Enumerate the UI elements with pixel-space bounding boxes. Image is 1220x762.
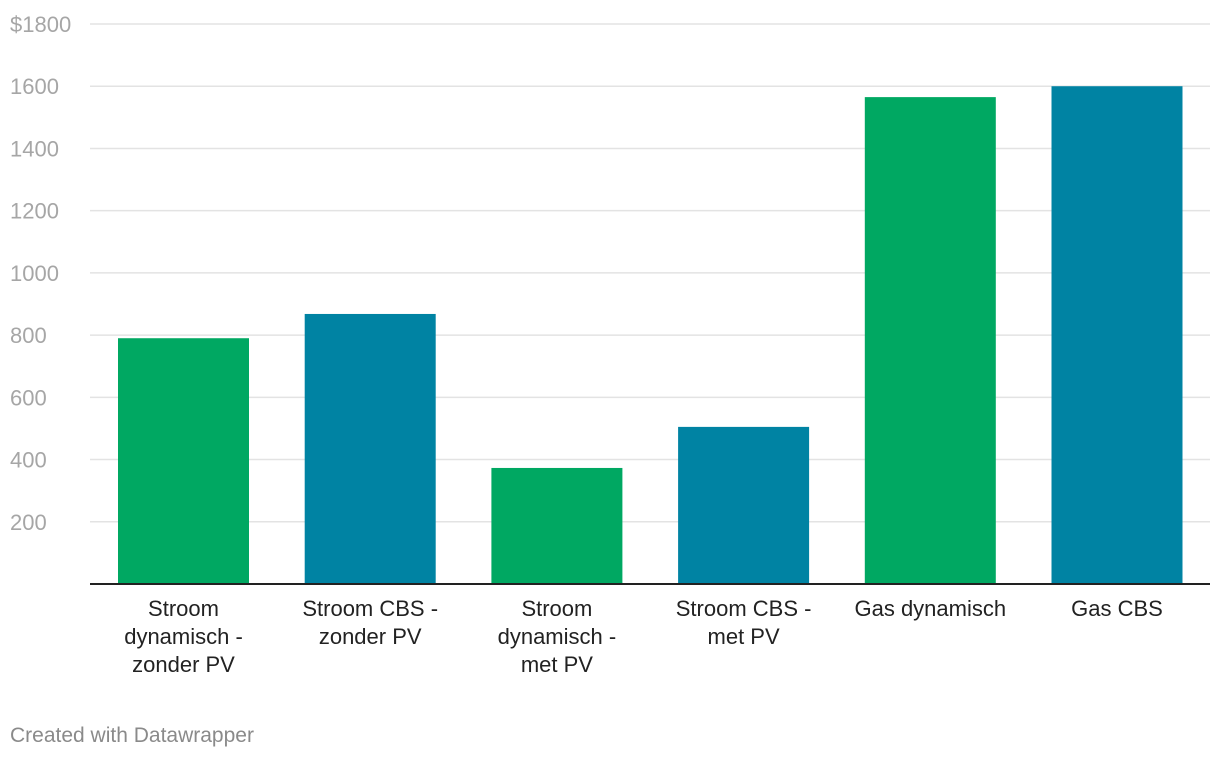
y-tick-label: 200 [10,510,47,535]
y-tick-label: 400 [10,448,47,473]
gridlines [90,23,1210,523]
x-category-label: Gas CBS [1071,596,1163,621]
bars [118,86,1183,584]
y-tick-label: 800 [10,323,47,348]
y-tick-label: 600 [10,385,47,410]
x-category-label: Stroom CBS -zonder PV [302,596,438,649]
x-category-label: Gas dynamisch [854,596,1006,621]
bar [1051,86,1183,584]
x-category-label: Stroom dynamisch -met PV [498,596,617,677]
y-tick-label: 1600 [10,74,59,99]
datawrapper-credit: Created with Datawrapper [10,724,254,747]
bar [864,97,996,584]
x-category-label: Stroom dynamisch -zonder PV [124,596,243,677]
x-axis-category-labels: Stroom dynamisch -zonder PV Stroom CBS -zo… [124,596,1163,677]
y-tick-label: 1000 [10,261,59,286]
y-tick-label: 1400 [10,136,59,161]
bar-chart: 200 400 600 800 1000 1200 1400 1600 $1800 Stroom… [10,12,1210,677]
bar [304,313,436,584]
y-tick-label: 1200 [10,199,59,224]
y-axis-tick-labels: 200 400 600 800 1000 1200 1400 1600 $1800 [10,12,71,535]
bar [491,467,623,584]
x-category-label: Stroom CBS -met PV [676,596,812,649]
y-tick-label: $1800 [10,12,71,37]
bar [678,426,810,584]
bar [118,338,249,584]
